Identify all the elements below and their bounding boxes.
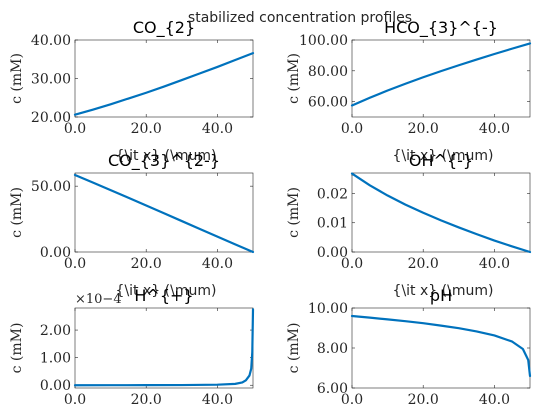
x-axis-label: {\it x} (\mum) — [116, 283, 217, 299]
x-tick-label: 20.0 — [131, 256, 162, 272]
y-tick-label: 40.00 — [31, 33, 71, 49]
y-tick-label: 20.00 — [31, 110, 71, 126]
subplot-title: CO_{3}^{2-} — [108, 151, 220, 171]
x-tick-label: 40.0 — [479, 256, 510, 272]
x-axis-label: {\it x} (\mum) — [393, 283, 494, 299]
x-tick-label: 0.0 — [64, 121, 86, 137]
x-axis-label: {\it x} (\mum) — [116, 148, 217, 164]
x-tick-label: 0.0 — [64, 392, 86, 408]
x-tick-label: 40.0 — [202, 256, 233, 272]
subplot-title: pH — [430, 286, 452, 305]
axes-frame — [351, 172, 531, 253]
axes-frame — [351, 307, 531, 389]
x-tick-label: 20.0 — [131, 121, 162, 137]
y-axis-label: c (mM) — [286, 323, 302, 374]
x-tick-label: 40.0 — [202, 392, 233, 408]
subplot-title: CO_{2} — [133, 18, 195, 38]
y-tick-label: 0.01 — [317, 216, 348, 232]
y-axis-label: c (mM) — [286, 187, 302, 238]
subplot-title: OH^{-} — [409, 151, 473, 170]
axes-frame — [74, 39, 254, 118]
series-line — [73, 51, 255, 116]
y-axis-label: c (mM) — [286, 53, 302, 104]
axes-frame — [74, 307, 254, 389]
series-line — [73, 308, 255, 387]
subplot-1: 0.0 20.0 40.0 20.00 30.00 40.00 c (mM) CO_{2} — [9, 18, 255, 137]
subplot-4: 0.0 20.0 40.0 0.00 0.01 0.02 c (mM) {\it x} (\m… — [286, 148, 532, 272]
subplot-2: 0.0 20.0 40.0 60.00 80.00 100.00 c (mM) HCO_{3}… — [286, 18, 532, 137]
x-tick-label: 0.0 — [64, 256, 86, 272]
y-tick-label: 0.00 — [40, 378, 71, 394]
series-line — [350, 42, 532, 107]
x-tick-label: 20.0 — [408, 121, 439, 137]
x-tick-label: 20.0 — [408, 256, 439, 272]
series-line — [350, 314, 532, 378]
x-tick-label: 40.0 — [479, 121, 510, 137]
y-tick-label: 0.00 — [317, 245, 348, 261]
y-tick-label: 30.00 — [31, 72, 71, 88]
x-tick-label: 20.0 — [131, 392, 162, 408]
y-tick-label: 2.00 — [40, 323, 71, 339]
y-tick-label: 0.02 — [317, 186, 348, 202]
y-tick-label: 100.00 — [299, 33, 348, 49]
y-tick-label: 10.00 — [308, 301, 348, 317]
y-tick-label: 60.00 — [308, 95, 348, 111]
series-line — [73, 173, 255, 254]
figure-suptitle: stabilized concentration profiles — [188, 10, 412, 26]
y-tick-label: 50.00 — [31, 179, 71, 195]
x-tick-label: 0.0 — [341, 121, 363, 137]
subplot-title: HCO_{3}^{-} — [384, 18, 498, 38]
y-axis-label: c (mM) — [9, 323, 25, 374]
y-tick-label: 1.00 — [40, 351, 71, 367]
subplot-3: 0.0 20.0 40.0 0.00 50.00 c (mM) {\it x} (\mum)… — [9, 148, 255, 272]
x-tick-label: 40.0 — [479, 392, 510, 408]
x-tick-label: 40.0 — [202, 121, 233, 137]
x-tick-label: 20.0 — [408, 392, 439, 408]
y-axis-label: c (mM) — [9, 187, 25, 238]
y-tick-label: 8.00 — [317, 341, 348, 357]
x-tick-label: 0.0 — [341, 392, 363, 408]
subplot-title: H^{+} — [134, 286, 193, 305]
x-axis-label: {\it x} (\mum) — [393, 148, 494, 164]
series-line — [350, 172, 532, 254]
x-tick-label: 0.0 — [341, 256, 363, 272]
y-tick-label: 0.00 — [40, 245, 71, 261]
y-axis-exponent: ×10−4 — [75, 292, 122, 307]
subplot-5: 0.0 20.0 40.0 0.00 1.00 2.00 ×10−4 c (mM) {\it x… — [9, 283, 255, 408]
y-axis-label: c (mM) — [9, 53, 25, 104]
y-tick-label: 80.00 — [308, 64, 348, 80]
subplot-6: 0.0 20.0 40.0 6.00 8.00 10.00 c (mM) {\it x} (\… — [286, 283, 532, 408]
y-tick-label: 6.00 — [317, 381, 348, 397]
